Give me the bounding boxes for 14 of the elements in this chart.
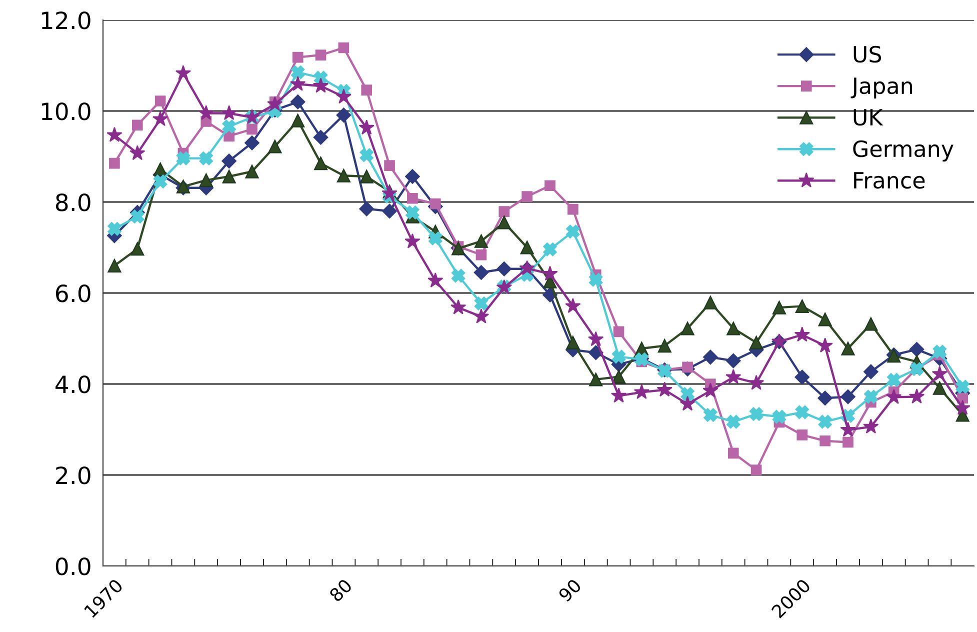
legend-label: France — [854, 172, 925, 189]
legend-label: Germany — [853, 140, 954, 162]
y-tick-label: 8.0 — [56, 193, 90, 212]
y-tick-label: 4.0 — [55, 375, 90, 394]
legend-label: US — [854, 46, 882, 63]
y-tick-label: 12.0 — [42, 11, 90, 30]
x-tick-label: 80 — [328, 578, 353, 602]
y-tick-label: 2.0 — [56, 466, 90, 484]
y-tick-label: 0.0 — [56, 557, 90, 576]
y-tick-label: 10.0 — [42, 102, 90, 120]
legend-label: Japan — [850, 78, 912, 98]
x-tick-label: 90 — [558, 578, 582, 602]
legend-label: UK — [854, 109, 884, 126]
y-tick-label: 6.0 — [56, 284, 90, 302]
